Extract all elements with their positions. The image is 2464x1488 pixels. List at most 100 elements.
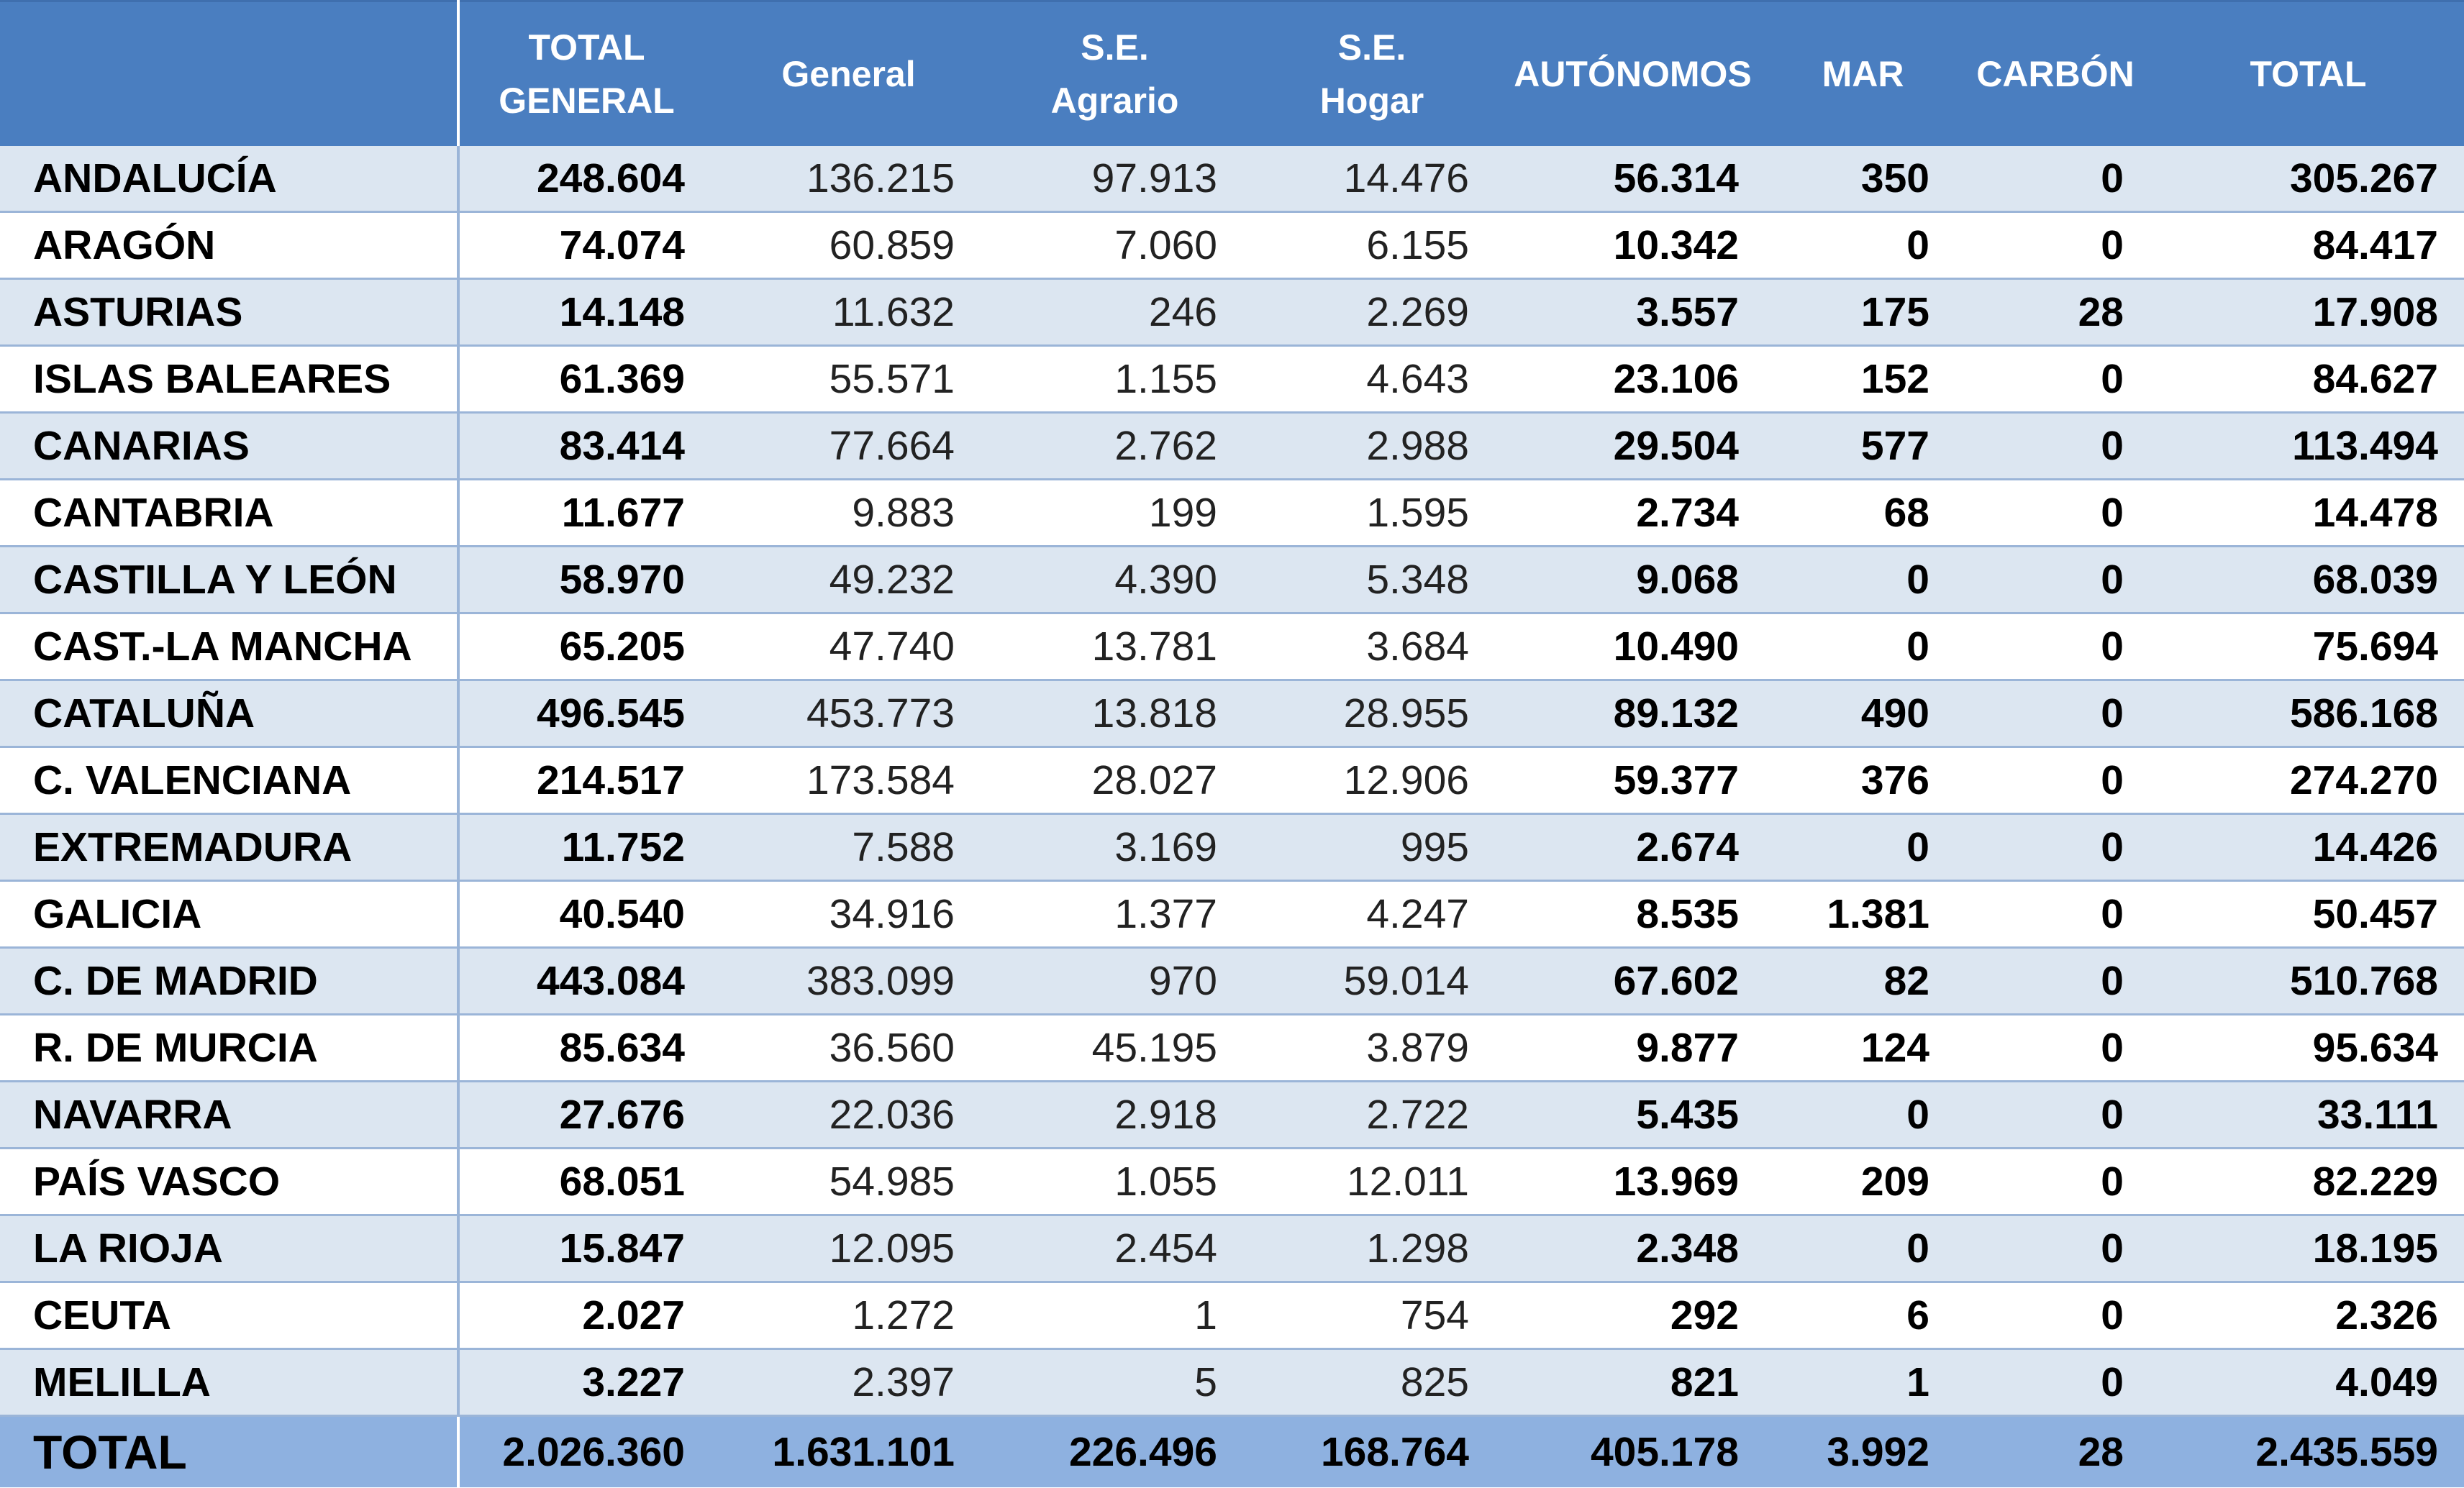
table-cell: 18.195 — [2152, 1215, 2464, 1283]
table-cell: 113.494 — [2152, 412, 2464, 480]
region-name: CANARIAS — [0, 412, 460, 480]
table-cell: 9.877 — [1498, 1014, 1768, 1082]
table-cell: 11.752 — [458, 813, 714, 882]
table-cell: 209 — [1768, 1148, 1958, 1216]
table-cell: 40.540 — [458, 880, 714, 949]
table-cell: 84.627 — [2152, 345, 2464, 414]
region-name: EXTREMADURA — [0, 813, 460, 882]
table-cell: 376 — [1768, 747, 1958, 815]
table-cell: 15.847 — [458, 1215, 714, 1283]
table-cell: 0 — [1958, 613, 2152, 681]
table-cell: 60.859 — [714, 211, 983, 280]
table-cell: 82.229 — [2152, 1148, 2464, 1216]
table-cell: 350 — [1768, 146, 1958, 213]
table-cell: 83.414 — [458, 412, 714, 480]
header-autonomos: AUTÓNOMOS — [1498, 0, 1768, 146]
region-name: ARAGÓN — [0, 211, 460, 280]
table-cell: 1.595 — [1246, 479, 1498, 547]
table-cell: 0 — [1958, 345, 2152, 414]
table-cell: 9.883 — [714, 479, 983, 547]
header-row: TOTAL GENERAL General S.E. Agrario S.E. … — [0, 0, 2464, 146]
table-cell: 1.377 — [983, 880, 1246, 949]
header-se-agrario: S.E. Agrario — [983, 0, 1246, 146]
table-cell: 274.270 — [2152, 747, 2464, 815]
table-row: EXTREMADURA 11.752 7.588 3.169 995 2.674 0 0 14.… — [0, 813, 2464, 882]
table-cell: 5 — [983, 1348, 1246, 1417]
table-cell: 2.918 — [983, 1081, 1246, 1149]
table-cell: 443.084 — [458, 947, 714, 1015]
table-cell: 8.535 — [1498, 880, 1768, 949]
table-cell: 2.326 — [2152, 1282, 2464, 1350]
table-cell: 1 — [983, 1282, 1246, 1350]
table-cell: 23.106 — [1498, 345, 1768, 414]
table-cell: 175 — [1768, 278, 1958, 347]
table-row: CATALUÑA 496.545 453.773 13.818 28.955 89.132… — [0, 680, 2464, 748]
table-cell: 0 — [1768, 1081, 1958, 1149]
region-name: ISLAS BALEARES — [0, 345, 460, 414]
table-cell: 85.634 — [458, 1014, 714, 1082]
table-row: R. DE MURCIA 85.634 36.560 45.195 3.879 9.877… — [0, 1014, 2464, 1082]
table-cell: 1.272 — [714, 1282, 983, 1350]
table-cell: 65.205 — [458, 613, 714, 681]
table-cell: 67.602 — [1498, 947, 1768, 1015]
table-cell: 6.155 — [1246, 211, 1498, 280]
table-cell: 9.068 — [1498, 546, 1768, 614]
table-cell: 97.913 — [983, 146, 1246, 213]
table-cell: 152 — [1768, 345, 1958, 414]
table-cell: 453.773 — [714, 680, 983, 748]
table-cell: 13.969 — [1498, 1148, 1768, 1216]
table-cell: 0 — [1958, 947, 2152, 1015]
table-cell: 214.517 — [458, 747, 714, 815]
table-cell: 0 — [1958, 1215, 2152, 1283]
region-name: ANDALUCÍA — [0, 146, 460, 213]
region-name: MELILLA — [0, 1348, 460, 1417]
table-cell: 0 — [1958, 146, 2152, 213]
table-row: GALICIA 40.540 34.916 1.377 4.247 8.535 1.381 0… — [0, 880, 2464, 949]
table-cell: 59.377 — [1498, 747, 1768, 815]
table-cell: 0 — [1768, 613, 1958, 681]
table-cell: 0 — [1958, 479, 2152, 547]
table-cell: 0 — [1768, 546, 1958, 614]
total-cell: 405.178 — [1498, 1415, 1768, 1487]
table-cell: 14.476 — [1246, 146, 1498, 213]
table-cell: 490 — [1768, 680, 1958, 748]
table-cell: 74.074 — [458, 211, 714, 280]
table-cell: 28.955 — [1246, 680, 1498, 748]
table-cell: 4.390 — [983, 546, 1246, 614]
table-cell: 2.269 — [1246, 278, 1498, 347]
table-cell: 58.970 — [458, 546, 714, 614]
header-region — [0, 0, 460, 146]
table-cell: 3.684 — [1246, 613, 1498, 681]
table-cell: 586.168 — [2152, 680, 2464, 748]
table-cell: 2.348 — [1498, 1215, 1768, 1283]
table-row: MELILLA 3.227 2.397 5 825 821 1 0 4.049 — [0, 1348, 2464, 1417]
table-cell: 14.426 — [2152, 813, 2464, 882]
table-cell: 3.557 — [1498, 278, 1768, 347]
region-name: CANTABRIA — [0, 479, 460, 547]
table-cell: 383.099 — [714, 947, 983, 1015]
table-row: ASTURIAS 14.148 11.632 246 2.269 3.557 175 28 17… — [0, 278, 2464, 347]
table-cell: 1 — [1768, 1348, 1958, 1417]
table-cell: 68.051 — [458, 1148, 714, 1216]
region-name: GALICIA — [0, 880, 460, 949]
table-cell: 248.604 — [458, 146, 714, 213]
total-row: TOTAL 2.026.360 1.631.101 226.496 168.76… — [0, 1415, 2464, 1487]
table-cell: 45.195 — [983, 1014, 1246, 1082]
region-name: CAST.-LA MANCHA — [0, 613, 460, 681]
table-cell: 55.571 — [714, 345, 983, 414]
table-cell: 2.397 — [714, 1348, 983, 1417]
table-cell: 4.247 — [1246, 880, 1498, 949]
table-cell: 12.095 — [714, 1215, 983, 1283]
table-cell: 0 — [1958, 412, 2152, 480]
region-name: C. VALENCIANA — [0, 747, 460, 815]
table-cell: 0 — [1768, 813, 1958, 882]
table-cell: 0 — [1958, 1282, 2152, 1350]
table-cell: 11.677 — [458, 479, 714, 547]
table-cell: 12.906 — [1246, 747, 1498, 815]
table-cell: 36.560 — [714, 1014, 983, 1082]
table-cell: 95.634 — [2152, 1014, 2464, 1082]
table-row: CANARIAS 83.414 77.664 2.762 2.988 29.504 577 0… — [0, 412, 2464, 480]
table-cell: 1.381 — [1768, 880, 1958, 949]
table-cell: 4.643 — [1246, 345, 1498, 414]
